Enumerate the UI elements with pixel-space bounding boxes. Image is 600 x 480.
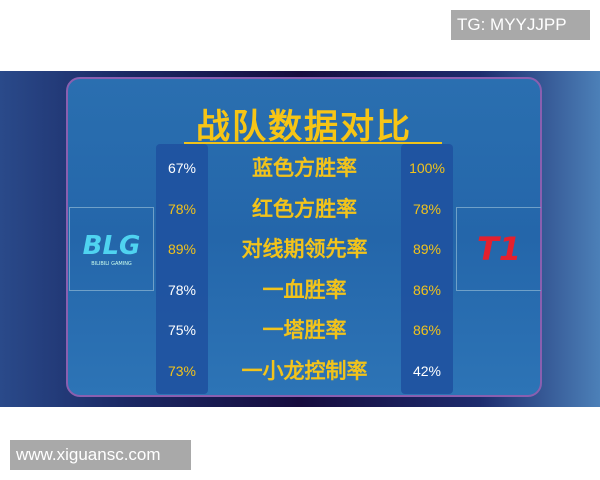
comparison-image: 战队数据对比 BLG BILIBILI GAMING T1 67% 蓝色方胜率 … — [0, 71, 600, 407]
right-value: 100% — [409, 160, 445, 176]
left-value: 78% — [167, 200, 197, 217]
right-value: 86% — [412, 281, 442, 298]
left-value: 67% — [167, 160, 197, 176]
stat-row: 89% 对线期领先率 89% — [68, 229, 540, 269]
stat-label: 一塔胜率 — [262, 318, 347, 342]
right-value: 42% — [412, 362, 442, 379]
stat-row: 75% 一塔胜率 86% — [68, 310, 540, 350]
comparison-panel: 战队数据对比 BLG BILIBILI GAMING T1 67% 蓝色方胜率 … — [66, 77, 542, 397]
blg-logo-subtext: BILIBILI GAMING — [91, 261, 132, 267]
watermark-top: TG: MYYJJPP — [451, 10, 590, 40]
blg-logo: BLG BILIBILI GAMING — [69, 207, 154, 291]
stat-row: 78% 红色方胜率 78% — [68, 189, 540, 229]
right-column-bg — [401, 144, 453, 394]
panel-title: 战队数据对比 — [196, 107, 412, 147]
watermark-bottom: www.xiguansc.com — [10, 440, 191, 470]
stat-row: 78% 一血胜率 86% — [68, 270, 540, 310]
left-value: 78% — [167, 281, 197, 298]
right-value: 78% — [412, 200, 442, 217]
blg-logo-text: BLG — [82, 231, 141, 261]
right-value: 89% — [412, 241, 442, 257]
right-value: 86% — [412, 322, 442, 338]
title-underline — [184, 142, 442, 144]
stat-label: 一小龙控制率 — [241, 358, 368, 383]
stat-label: 红色方胜率 — [252, 196, 357, 221]
left-column-bg — [156, 144, 208, 394]
left-value: 75% — [167, 322, 197, 338]
stat-label: 一血胜率 — [262, 277, 347, 302]
t1-logo: T1 — [456, 207, 541, 291]
stat-label: 蓝色方胜率 — [252, 156, 357, 180]
stat-row: 73% 一小龙控制率 42% — [68, 351, 540, 391]
t1-logo-text: T1 — [476, 230, 522, 268]
stat-row: 67% 蓝色方胜率 100% — [68, 148, 540, 188]
stat-label: 对线期领先率 — [241, 237, 368, 261]
left-value: 73% — [167, 362, 197, 379]
left-value: 89% — [167, 241, 197, 257]
